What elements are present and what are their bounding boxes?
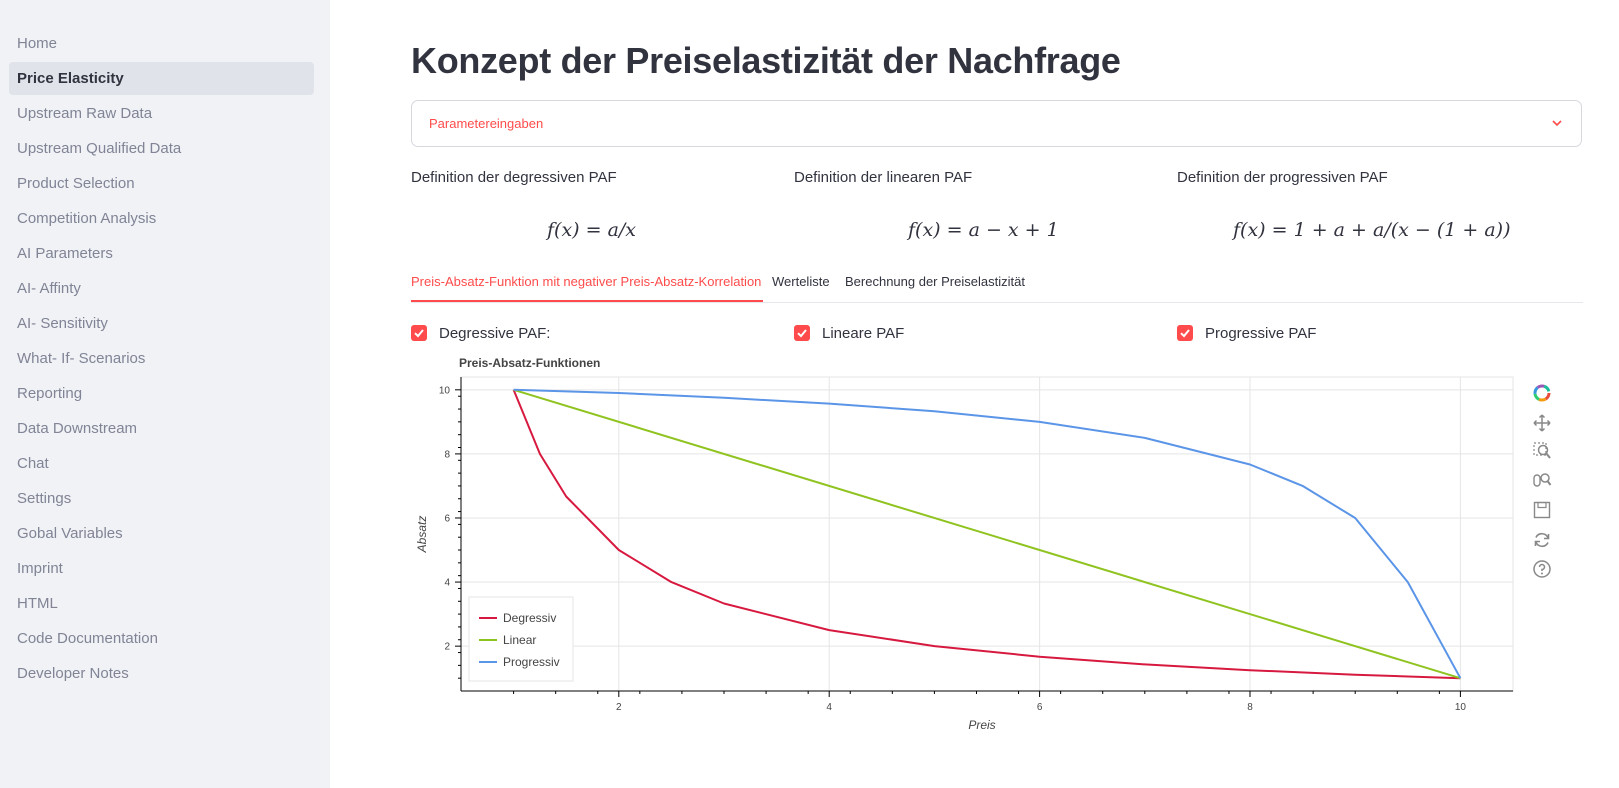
sidebar: Home Price Elasticity Upstream Raw Data Ups… [0, 0, 330, 788]
x-tick-label: 8 [1247, 702, 1253, 713]
x-tick-label: 10 [1455, 702, 1467, 713]
checkbox-label: Degressive PAF: [439, 325, 551, 342]
y-tick-label: 8 [444, 449, 450, 460]
y-axis-label: Absatz [415, 516, 429, 554]
sidebar-item-data-downstream[interactable]: Data Downstream [17, 420, 138, 437]
pan-icon[interactable] [1532, 413, 1552, 433]
formula-linear: f(x) = a − x + 1 [908, 219, 1059, 241]
legend-label-linear: Linear [503, 633, 536, 647]
x-tick-label: 4 [826, 702, 832, 713]
sidebar-item-imprint[interactable]: Imprint [17, 560, 63, 577]
y-tick-label: 6 [444, 513, 450, 524]
sidebar-item-what-if-scenarios[interactable]: What- If- Scenarios [17, 350, 146, 367]
chart-title: Preis-Absatz-Funktionen [459, 356, 600, 370]
tab-werteliste[interactable]: Werteliste [772, 274, 830, 289]
formula-degressive: f(x) = a/x [547, 219, 637, 241]
save-icon[interactable] [1532, 500, 1552, 520]
parameter-expander[interactable]: Parametereingaben [411, 100, 1582, 147]
tab-berechnung-preiselastizitaet[interactable]: Berechnung der Preiselastizität [845, 274, 1025, 289]
formula-progressive: f(x) = 1 + a + a/(x − (1 + a)) [1233, 219, 1511, 241]
checkbox-checked-icon[interactable] [794, 325, 810, 341]
sidebar-item-upstream-raw-data[interactable]: Upstream Raw Data [17, 105, 153, 122]
checkbox-label: Progressive PAF [1205, 325, 1317, 342]
sidebar-item-settings[interactable]: Settings [17, 490, 72, 507]
x-tick-label: 2 [616, 702, 622, 713]
sidebar-item-price-elasticity[interactable]: Price Elasticity [9, 62, 314, 95]
sidebar-item-html[interactable]: HTML [17, 595, 58, 612]
series-line-progressiv [513, 388, 1462, 679]
wheel-zoom-icon[interactable] [1532, 470, 1552, 490]
y-tick-label: 2 [444, 642, 450, 653]
sidebar-item-upstream-qualified-data[interactable]: Upstream Qualified Data [17, 140, 182, 157]
y-tick-label: 10 [439, 385, 451, 396]
main-content: Konzept der Preiselastizität der Nachfra… [330, 0, 1619, 788]
bokeh-logo-icon[interactable] [1532, 383, 1552, 403]
sidebar-item-home[interactable]: Home [17, 35, 58, 52]
legend-label-degressiv: Degressiv [503, 611, 556, 625]
sidebar-item-product-selection[interactable]: Product Selection [17, 175, 135, 192]
reset-icon[interactable] [1532, 530, 1552, 550]
sidebar-item-code-documentation[interactable]: Code Documentation [17, 630, 158, 647]
definition-progressive-label: Definition der progressiven PAF [1177, 169, 1388, 186]
y-tick-label: 4 [444, 578, 450, 589]
sidebar-item-ai-parameters[interactable]: AI Parameters [17, 245, 113, 262]
help-icon[interactable] [1532, 559, 1552, 579]
sidebar-item-ai-sensitivity[interactable]: AI- Sensitivity [17, 315, 108, 332]
checkbox-checked-icon[interactable] [1177, 325, 1193, 341]
legend-label-progressiv: Progressiv [503, 655, 560, 669]
checkbox-checked-icon[interactable] [411, 325, 427, 341]
tab-preis-absatz-funktion[interactable]: Preis-Absatz-Funktion mit negativer Prei… [411, 274, 762, 289]
sidebar-item-competition-analysis[interactable]: Competition Analysis [17, 210, 157, 227]
tab-baseline [411, 302, 1583, 303]
chevron-down-icon [1552, 120, 1562, 127]
x-axis-label: Preis [968, 718, 995, 732]
page-title: Konzept der Preiselastizität der Nachfra… [411, 40, 1121, 81]
sidebar-item-developer-notes[interactable]: Developer Notes [17, 665, 129, 682]
series-line-degressiv [512, 389, 1461, 680]
sidebar-item-reporting[interactable]: Reporting [17, 385, 83, 402]
expander-label: Parametereingaben [429, 116, 544, 131]
definition-linear-label: Definition der linearen PAF [794, 169, 973, 186]
series-line-linear [513, 388, 1461, 680]
active-tab-indicator [411, 300, 763, 302]
checkbox-label: Lineare PAF [822, 325, 905, 342]
definition-degressive-label: Definition der degressiven PAF [411, 169, 617, 186]
preis-absatz-chart[interactable]: 2 4 6 8 10 2 4 6 8 10 Preis-Absatz-Funktionen Preis… [411, 356, 1531, 756]
sidebar-item-ai-affinty[interactable]: AI- Affinty [17, 280, 81, 297]
x-tick-label: 6 [1037, 702, 1043, 713]
chart-legend: Degressiv Linear Progressiv [468, 596, 574, 682]
sidebar-item-gobal-variables[interactable]: Gobal Variables [17, 525, 123, 542]
sidebar-item-chat[interactable]: Chat [17, 455, 49, 472]
box-zoom-icon[interactable] [1532, 441, 1552, 461]
